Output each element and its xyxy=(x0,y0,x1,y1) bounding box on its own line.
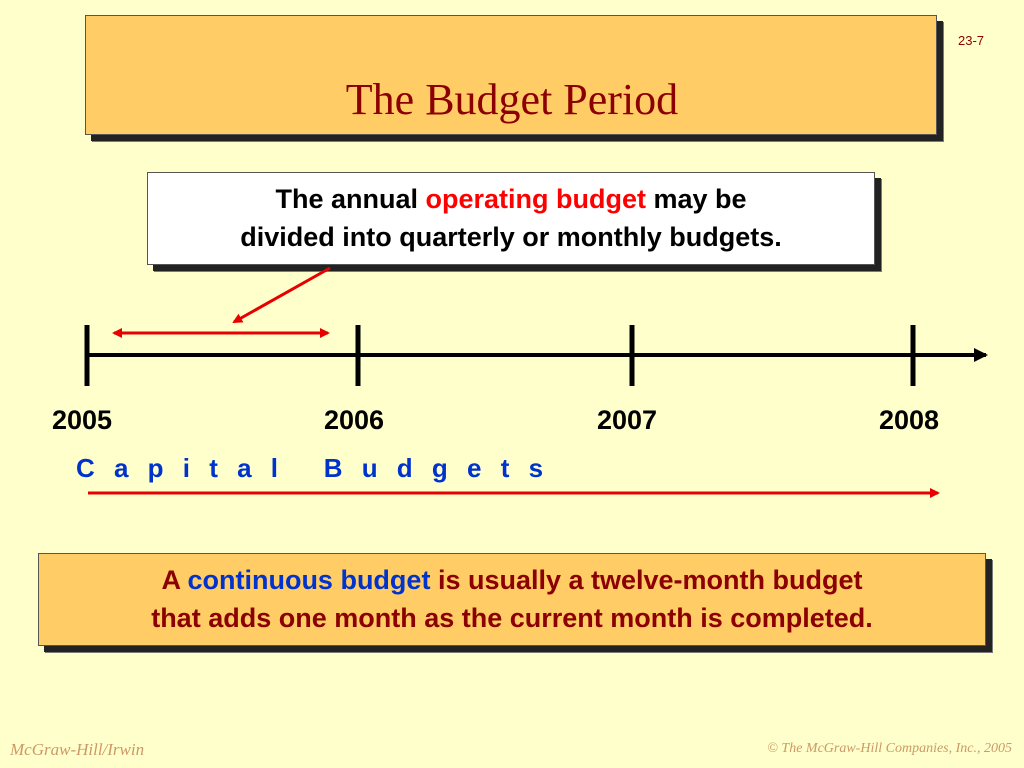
slide-number: 23-7 xyxy=(958,33,985,48)
continuous-budget-highlight: continuous budget xyxy=(187,565,431,595)
title-box xyxy=(85,15,937,135)
callout-text-1: The annual xyxy=(275,184,426,214)
callout-text-2: may be xyxy=(645,184,747,214)
callout-pointer-arrow xyxy=(232,266,331,324)
year-label-2006: 2006 xyxy=(324,405,385,435)
year-label-2005: 2005 xyxy=(52,405,113,435)
callout-line-1: The annual operating budget may be xyxy=(148,180,874,218)
continuous-line-1: A continuous budget is usually a twelve-… xyxy=(39,561,985,599)
year-label-2007: 2007 xyxy=(597,405,658,435)
continuous-text-2: is usually a twelve-month budget xyxy=(430,565,863,595)
continuous-budget-box: A continuous budget is usually a twelve-… xyxy=(38,553,986,646)
year-label-2008: 2008 xyxy=(879,405,940,435)
operating-budget-callout: The annual operating budget may be divid… xyxy=(147,172,875,265)
publisher-footer: McGraw-Hill/Irwin xyxy=(10,740,145,759)
callout-line-2: divided into quarterly or monthly budget… xyxy=(240,222,782,252)
capital-budgets-label: C a p i t a l B u d g e t s xyxy=(76,453,550,483)
continuous-text-1: A xyxy=(161,565,188,595)
continuous-line-2: that adds one month as the current month… xyxy=(151,603,873,633)
slide-title: The Budget Period xyxy=(345,75,679,124)
operating-budget-highlight: operating budget xyxy=(425,184,646,214)
copyright-footer: © The McGraw-Hill Companies, Inc., 2005 xyxy=(767,741,1012,756)
